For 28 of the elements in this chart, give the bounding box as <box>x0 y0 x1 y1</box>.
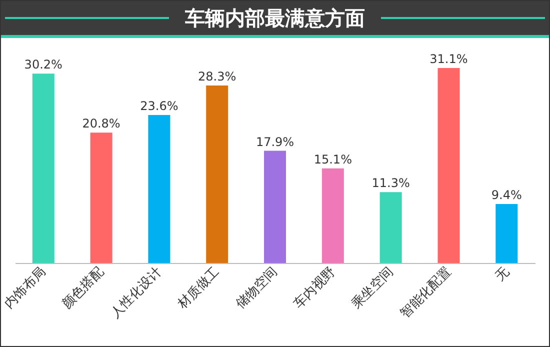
data-label: 20.8% <box>82 116 120 131</box>
data-label: 28.3% <box>198 70 236 84</box>
x-tick-label: 储物空间 <box>233 264 281 312</box>
bar <box>32 74 54 263</box>
data-label: 17.9% <box>256 134 294 149</box>
x-tick-label: 车内视野 <box>291 264 339 312</box>
data-label: 9.4% <box>491 188 522 202</box>
bar <box>496 204 518 263</box>
chart-title: 车辆内部最满意方面 <box>184 4 366 32</box>
x-tick-label: 材质做工 <box>174 264 223 313</box>
x-tick-label: 人性化设计 <box>108 264 165 322</box>
x-tick-label: 无 <box>492 264 512 284</box>
bar <box>90 132 112 263</box>
data-label: 31.1% <box>430 52 468 66</box>
bar <box>148 115 170 263</box>
data-label: 30.2% <box>24 58 62 72</box>
x-tick-label: 内饰布局 <box>2 264 50 312</box>
bar <box>380 192 402 263</box>
x-tick-label: 智能化配置 <box>398 264 454 322</box>
x-tick-label: 颜色搭配 <box>60 264 107 312</box>
bar <box>264 150 286 263</box>
data-label: 15.1% <box>314 152 352 166</box>
bar <box>322 168 344 263</box>
x-tick-label: 乘坐空间 <box>349 264 396 312</box>
bar <box>206 86 228 263</box>
data-label: 11.3% <box>372 176 410 190</box>
data-label: 23.6% <box>140 99 178 114</box>
bar <box>438 68 460 263</box>
